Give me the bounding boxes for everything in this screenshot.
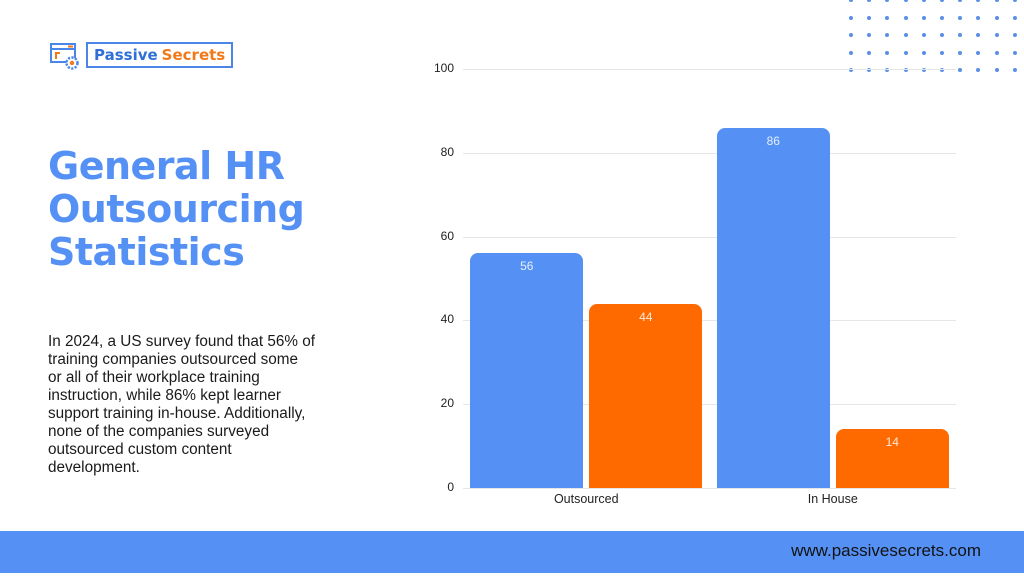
dot [867,68,872,72]
logo-word-secrets: Secrets [161,46,226,64]
dot [1012,50,1017,55]
description-line: or all of their workplace training [48,369,260,386]
dot [849,15,853,20]
dot [940,0,944,2]
bar-value-label: 56 [520,259,534,274]
dot [976,15,981,20]
bar-chart: 0 20 40 60 80 100 56 44 Outsourced 86 14 In House [420,50,980,520]
y-axis-tick-label: 0 [447,480,454,494]
dot [867,15,872,20]
dot [903,68,908,72]
dot [921,0,926,2]
dot [885,15,890,20]
x-axis-category-label: In House [807,492,858,506]
dot [994,0,999,2]
page-title: General HR Outsourcing Statistics [48,145,388,274]
dot [940,15,944,20]
gridline [463,488,956,489]
y-axis-tick-label: 60 [440,228,454,243]
bar-outsourced-series-1: 56 [470,253,584,488]
dot [1012,33,1017,37]
description-line: support training in-house. Additionally, [48,405,306,422]
bar-in-house-series-2: 14 [835,429,949,488]
website-link[interactable]: www.passivesecrets.com [791,541,981,560]
dot [958,33,963,37]
dot [940,50,944,55]
dot [849,50,853,55]
dot [958,68,963,72]
title-line: General HR [48,144,285,188]
dot [976,68,981,72]
dot [885,50,890,55]
description-line: training companies outsourced some [48,351,298,368]
gridline [463,404,956,406]
description-line: none of the companies surveyed [48,423,270,440]
dot [940,68,944,72]
dot [1012,68,1017,72]
dot [849,68,853,72]
description-paragraph: In 2024, a US survey found that 56% of t… [48,333,398,477]
brand-logo: Passive Secrets [50,42,234,70]
bar-value-label: 44 [639,309,653,324]
dot [903,50,908,55]
description-line: development. [48,459,140,476]
dot [994,33,999,37]
dot [958,0,963,2]
dot [976,33,981,37]
description-line: outsourced custom content [48,441,232,458]
gridline [463,69,956,70]
browser-gear-icon [50,42,84,70]
dot [867,33,872,37]
dot [921,50,926,55]
bar-outsourced-series-2: 44 [589,303,703,488]
gridline [463,320,956,322]
gridline [463,152,956,154]
dot [885,68,890,72]
dot [940,33,944,37]
dot [885,33,890,37]
y-axis-tick-label: 40 [440,312,454,327]
dot [976,0,981,2]
dot [994,15,999,20]
x-axis-category-label: Outsourced [553,492,619,506]
y-axis-tick-label: 80 [440,144,454,159]
dot [885,0,890,2]
bar-in-house-series-1: 86 [716,127,830,488]
dot [903,0,908,2]
description-line: In 2024, a US survey found that 56% of [48,333,316,350]
dot [958,15,963,20]
dot [921,33,926,37]
y-axis-tick-label: 20 [440,396,454,411]
dot [921,68,926,72]
logo-word-passive: Passive [94,46,158,64]
dot [849,0,853,2]
dot [976,50,981,55]
dot [1012,0,1017,2]
dot [903,33,908,37]
dot [994,68,999,72]
footer-bar: www.passivesecrets.com [0,531,1024,573]
title-line: Statistics [48,230,245,274]
gridline [463,236,956,238]
bar-value-label: 14 [885,435,899,450]
y-axis-tick-label: 100 [433,61,454,75]
logo-wordmark: Passive Secrets [86,42,234,68]
title-line: Outsourcing [48,187,305,231]
bar-value-label: 86 [766,133,780,148]
dot [903,15,908,20]
dot [867,0,872,2]
dot [958,50,963,55]
dot [867,50,872,55]
dot [849,33,853,37]
dot [921,15,926,20]
dot [994,50,999,55]
description-line: instruction, while 86% kept learner [48,387,281,404]
dot [1012,15,1017,20]
